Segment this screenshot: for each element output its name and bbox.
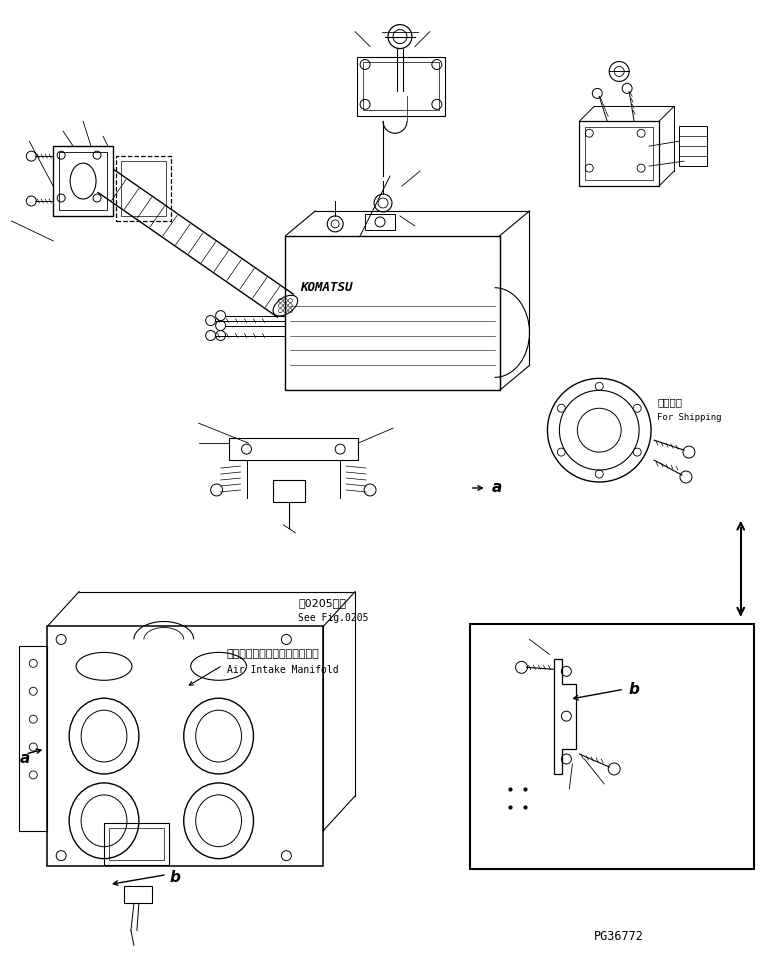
Bar [104, 823, 169, 865]
Bar [19, 647, 48, 830]
Text: b: b [170, 870, 181, 884]
Text: Air Intake Manifold: Air Intake Manifold [227, 665, 338, 676]
Bar [365, 214, 395, 230]
Bar [357, 57, 445, 116]
Text: 運沢部品: 運沢部品 [657, 397, 682, 407]
Bar [116, 156, 171, 221]
Bar [585, 127, 653, 180]
Bar [580, 121, 659, 186]
Bar [228, 438, 358, 460]
Text: For Shipping: For Shipping [657, 413, 721, 422]
Bar [124, 885, 152, 903]
Bar [109, 827, 164, 860]
Text: b: b [628, 682, 639, 698]
Bar [48, 627, 323, 866]
Bar [53, 146, 113, 216]
Text: KOMATSU: KOMATSU [301, 281, 353, 294]
Text: エアーインテークマニホルド゚: エアーインテークマニホルド゚ [227, 650, 319, 659]
Bar [470, 625, 754, 869]
Text: See Fig.0205: See Fig.0205 [298, 613, 368, 624]
Text: PG36772: PG36772 [594, 930, 644, 944]
Bar [679, 126, 707, 166]
Bar [285, 235, 499, 390]
Bar [273, 480, 305, 502]
Bar [363, 62, 439, 111]
Text: a: a [19, 751, 30, 766]
Text: 第0205参照: 第0205参照 [298, 598, 347, 607]
Bar [59, 152, 107, 209]
Bar [121, 161, 166, 216]
Text: a: a [492, 480, 502, 495]
